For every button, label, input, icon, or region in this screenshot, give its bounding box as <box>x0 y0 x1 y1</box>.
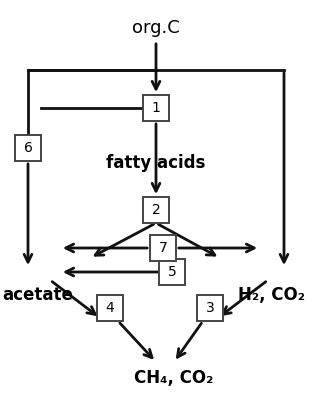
Text: 3: 3 <box>206 301 214 315</box>
Text: acetate: acetate <box>2 286 73 304</box>
Text: CH₄, CO₂: CH₄, CO₂ <box>134 369 214 387</box>
Text: 7: 7 <box>158 241 167 255</box>
FancyBboxPatch shape <box>143 95 169 121</box>
FancyBboxPatch shape <box>15 135 41 161</box>
Text: 4: 4 <box>106 301 115 315</box>
FancyBboxPatch shape <box>159 259 185 285</box>
FancyBboxPatch shape <box>150 235 176 261</box>
Text: 6: 6 <box>24 141 32 155</box>
Text: org.C: org.C <box>132 19 180 37</box>
FancyBboxPatch shape <box>97 295 123 321</box>
FancyBboxPatch shape <box>197 295 223 321</box>
Text: fatty acids: fatty acids <box>106 154 206 172</box>
Text: H₂, CO₂: H₂, CO₂ <box>238 286 305 304</box>
Text: 2: 2 <box>152 203 160 217</box>
Text: 5: 5 <box>168 265 176 279</box>
Text: 1: 1 <box>152 101 160 115</box>
FancyBboxPatch shape <box>143 197 169 223</box>
